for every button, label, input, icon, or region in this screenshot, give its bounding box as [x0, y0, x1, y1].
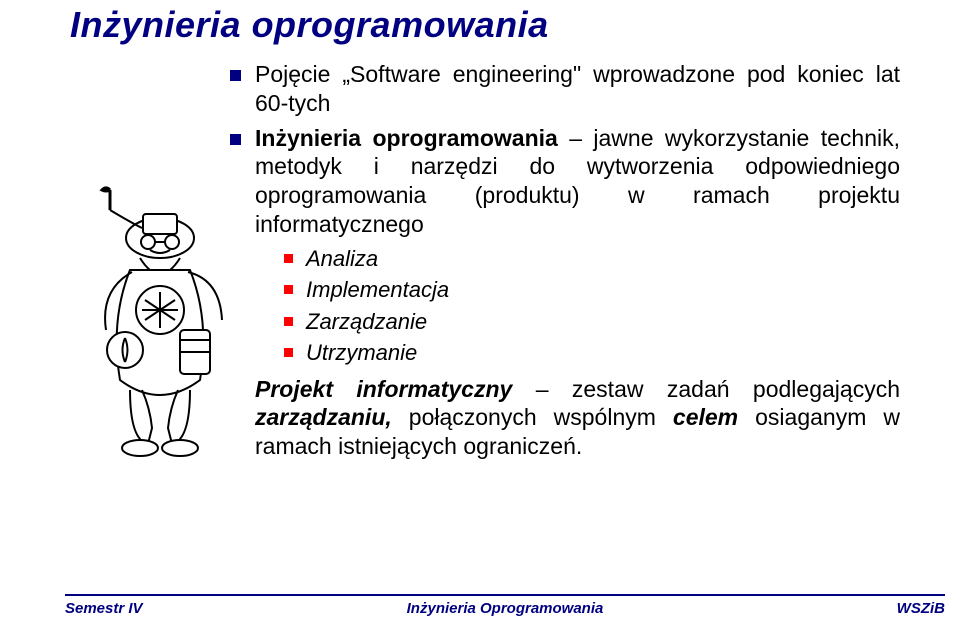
sub-bullet: Implementacja	[284, 276, 900, 304]
sub-bullet: Zarządzanie	[284, 308, 900, 336]
footer-divider	[65, 594, 945, 596]
sub-square-icon	[284, 317, 293, 326]
sub-bullet: Analiza	[284, 245, 900, 273]
paragraph: Projekt informatyczny – zestaw zadań pod…	[255, 375, 900, 461]
footer: Semestr IV Inżynieria Oprogramowania WSZ…	[65, 600, 945, 630]
sub-label: Zarządzanie	[306, 308, 427, 336]
bullet-square-icon	[230, 134, 241, 145]
para-end: połączonych wspólnym	[392, 404, 673, 430]
bullet-1-text: Pojęcie „Software engineering" wprowadzo…	[255, 60, 900, 118]
b1-quote: „Software engineering"	[342, 61, 593, 87]
sub-label: Utrzymanie	[306, 339, 417, 367]
footer-center: Inżynieria Oprogramowania	[65, 600, 945, 617]
para-bold2: zarządzaniu,	[255, 404, 392, 430]
bullet-1: Pojęcie „Software engineering" wprowadzo…	[230, 60, 900, 118]
sub-bullets: Analiza Implementacja Zarządzanie Utrzym…	[284, 245, 900, 367]
footer-right: WSZiB	[897, 600, 945, 617]
footer-left: Semestr IV	[65, 600, 143, 617]
sub-square-icon	[284, 348, 293, 357]
b2-term: Inżynieria oprogramowania	[255, 125, 558, 151]
bullet-square-icon	[230, 70, 241, 81]
sub-label: Implementacja	[306, 276, 449, 304]
sub-label: Analiza	[306, 245, 378, 273]
sub-square-icon	[284, 285, 293, 294]
para-term: Projekt informatyczny	[255, 376, 512, 402]
illustration-engineer	[70, 180, 250, 460]
content-area: Pojęcie „Software engineering" wprowadzo…	[230, 60, 900, 461]
bullet-2: Inżynieria oprogramowania – jawne wykorz…	[230, 124, 900, 239]
sub-square-icon	[284, 254, 293, 263]
para-bold3: celem	[673, 404, 738, 430]
sub-bullet: Utrzymanie	[284, 339, 900, 367]
bullet-2-text: Inżynieria oprogramowania – jawne wykorz…	[255, 124, 900, 239]
para-mid: – zestaw zadań podlegających	[512, 376, 900, 402]
b1-pre: Pojęcie	[255, 61, 342, 87]
slide-title: Inżynieria oprogramowania	[70, 4, 549, 46]
